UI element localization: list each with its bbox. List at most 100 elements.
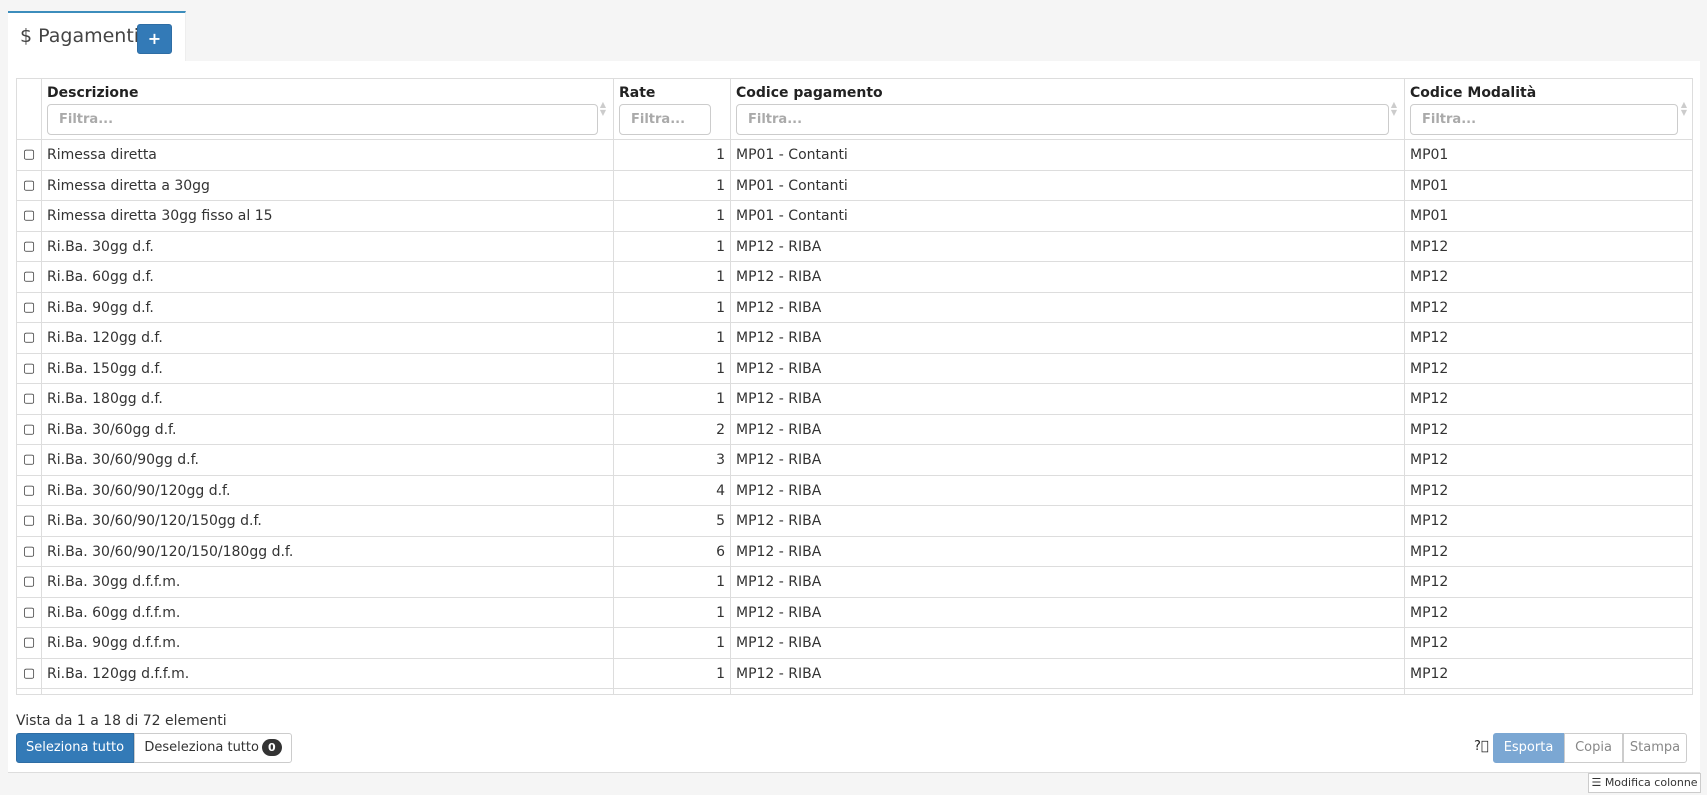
table-cell: MP01 (1410, 147, 1449, 163)
table-body: ▢ Rimessa diretta 1 MP01 - Contanti MP01 ▢ Rim… (17, 140, 1692, 694)
table-row[interactable]: ▢ Ri.Ba. 180gg d.f. 1 MP12 - RIBA MP12 (17, 384, 1692, 415)
table-cell: MP12 - RIBA (731, 567, 1405, 598)
table-row[interactable]: ▢ Ri.Ba. 30/60/90/120/150gg d.f. 5 MP12 - R… (17, 506, 1692, 537)
filter-rate-input[interactable] (619, 104, 711, 135)
table-cell: MP12 (1410, 543, 1449, 560)
table-cell: MP12 - RIBA (731, 231, 1405, 262)
table-cell: Ri.Ba. 60gg d.f. (42, 262, 614, 293)
table-cell: MP12 - RIBA (731, 536, 1405, 567)
table-row[interactable]: ▢ Rimessa diretta a 30gg 1 MP01 - Contanti M… (17, 170, 1692, 201)
sort-icon[interactable]: ▲ ▼ (1680, 100, 1687, 117)
table-row[interactable]: ▢ Ri.Ba. 30gg d.f.f.m. 1 MP12 - RIBA MP12 (17, 567, 1692, 598)
row-checkbox[interactable]: ▢ (17, 353, 42, 384)
table-cell: MP12 - RIBA (731, 323, 1405, 354)
add-button[interactable]: + (137, 24, 172, 54)
filter-codice-pagamento-input[interactable] (736, 104, 1389, 135)
table-row[interactable]: ▢ Ri.Ba. 90gg d.f. 1 MP12 - RIBA MP12 (17, 292, 1692, 323)
table-cell: MP12 (1410, 299, 1449, 316)
copy-button[interactable]: Copia (1564, 733, 1623, 763)
filter-descrizione-input[interactable] (47, 104, 598, 135)
deselect-all-label: Deseleziona tutto (144, 740, 259, 755)
table-cell: 4 (614, 475, 731, 506)
row-checkbox[interactable]: ▢ (17, 628, 42, 659)
table-row[interactable]: ▢ Ri.Ba. 30/60gg d.f. 2 MP12 - RIBA MP12 (17, 414, 1692, 445)
column-header-descrizione[interactable]: Descrizione ▲▼ (42, 79, 614, 139)
table-cell (614, 689, 731, 694)
payments-panel: $ Pagamenti + Descrizione ▲▼ Rate Codice… (8, 11, 1700, 773)
select-all-button[interactable]: Seleziona tutto (16, 733, 134, 763)
table-cell: MP01 - Contanti (731, 201, 1405, 232)
row-checkbox[interactable]: ▢ (17, 140, 42, 171)
row-checkbox[interactable]: ▢ (17, 506, 42, 537)
table-cell: MP12 (1410, 574, 1449, 590)
table-info: Vista da 1 a 18 di 72 elementi (16, 713, 227, 729)
table-row[interactable]: ▢ Ri.Ba. 120gg d.f.f.m. 1 MP12 - RIBA MP12 (17, 658, 1692, 689)
row-checkbox[interactable]: ▢ (17, 567, 42, 598)
table-cell (17, 689, 42, 694)
column-label: Descrizione (47, 85, 139, 101)
table-row[interactable]: ▢ Rimessa diretta 1 MP01 - Contanti MP01 (17, 140, 1692, 171)
column-header-codice-pagamento[interactable]: Codice pagamento ▲▼ (731, 79, 1405, 139)
table-cell: MP12 (1410, 421, 1449, 438)
table-row[interactable]: ▢ Ri.Ba. 150gg d.f. 1 MP12 - RIBA MP12 (17, 353, 1692, 384)
table-cell: Rimessa diretta a 30gg (42, 170, 614, 201)
table-cell: MP12 - RIBA (731, 628, 1405, 659)
table-cell (1405, 689, 1692, 694)
table-cell: MP12 - RIBA (731, 597, 1405, 628)
row-checkbox[interactable]: ▢ (17, 292, 42, 323)
row-checkbox[interactable]: ▢ (17, 231, 42, 262)
table-cell: 3 (614, 445, 731, 476)
row-checkbox[interactable]: ▢ (17, 658, 42, 689)
table-cell: MP12 (1410, 665, 1449, 682)
table-row[interactable]: ▢ Ri.Ba. 30/60/90gg d.f. 3 MP12 - RIBA MP12 (17, 445, 1692, 476)
table-cell (42, 689, 614, 694)
table-row[interactable]: ▢ Ri.Ba. 90gg d.f.f.m. 1 MP12 - RIBA MP12 (17, 628, 1692, 659)
table-cell: Ri.Ba. 90gg d.f. (42, 292, 614, 323)
table-row[interactable]: ▢ Ri.Ba. 30gg d.f. 1 MP12 - RIBA MP12 (17, 231, 1692, 262)
table-cell: MP12 - RIBA (731, 262, 1405, 293)
table-row[interactable]: ▢ Ri.Ba. 30/60/90/120gg d.f. 4 MP12 - RIBA M… (17, 475, 1692, 506)
table-cell: MP12 - RIBA (731, 384, 1405, 415)
table-cell: MP12 - RIBA (731, 353, 1405, 384)
table-cell: MP12 (1410, 482, 1449, 499)
row-checkbox[interactable]: ▢ (17, 445, 42, 476)
table-cell: 1 (614, 292, 731, 323)
row-checkbox[interactable]: ▢ (17, 597, 42, 628)
table-cell: 1 (614, 170, 731, 201)
table-row[interactable]: ▢ Ri.Ba. 60gg d.f.f.m. 1 MP12 - RIBA MP12 (17, 597, 1692, 628)
tab-pagamenti[interactable]: $ Pagamenti + (8, 11, 186, 61)
row-checkbox[interactable]: ▢ (17, 201, 42, 232)
table-cell: MP01 (1410, 177, 1449, 194)
filter-codice-modalita-input[interactable] (1410, 104, 1678, 135)
table-cell: MP01 - Contanti (731, 170, 1405, 201)
row-checkbox[interactable]: ▢ (17, 536, 42, 567)
table-cell: Ri.Ba. 30gg d.f.f.m. (42, 567, 614, 598)
page-title-text: Pagamenti (38, 25, 140, 47)
column-header-codice-modalita[interactable]: Codice Modalità ▲▼ (1405, 79, 1692, 139)
row-checkbox[interactable]: ▢ (17, 384, 42, 415)
sort-icon[interactable]: ▲ ▼ (599, 100, 606, 117)
export-button[interactable]: Esporta (1493, 733, 1564, 763)
table-row[interactable]: ▢ Ri.Ba. 120gg d.f. 1 MP12 - RIBA MP12 (17, 323, 1692, 354)
print-button[interactable]: Stampa (1623, 733, 1687, 763)
table-row[interactable]: ▢ Ri.Ba. 60gg d.f. 1 MP12 - RIBA MP12 (17, 262, 1692, 293)
edit-columns-button[interactable]: ☰ Modifica colonne (1588, 773, 1701, 793)
table-cell: Ri.Ba. 120gg d.f. (42, 323, 614, 354)
row-checkbox[interactable]: ▢ (17, 262, 42, 293)
table-row[interactable]: ▢ Ri.Ba. 30/60/90/120/150/180gg d.f. 6 MP12… (17, 536, 1692, 567)
sort-icon[interactable]: ▲ ▼ (1390, 100, 1397, 117)
table-row[interactable]: ▢ Rimessa diretta 30gg fisso al 15 1 MP01 -… (17, 201, 1692, 232)
table-header: Descrizione ▲▼ Rate Codice pagamento ▲▼ … (17, 79, 1692, 140)
row-checkbox[interactable]: ▢ (17, 170, 42, 201)
deselect-all-button[interactable]: Deseleziona tutto 0 (134, 733, 292, 763)
table-cell: MP01 (1410, 208, 1449, 224)
row-checkbox[interactable]: ▢ (17, 414, 42, 445)
row-checkbox[interactable]: ▢ (17, 323, 42, 354)
table-cell: MP12 - RIBA (731, 658, 1405, 689)
table-cell: Ri.Ba. 180gg d.f. (42, 384, 614, 415)
table-cell: MP12 - RIBA (731, 445, 1405, 476)
row-checkbox[interactable]: ▢ (17, 475, 42, 506)
table-cell: MP12 (1410, 269, 1449, 285)
help-icon[interactable]: ?⃝ (1474, 739, 1489, 754)
column-header-rate[interactable]: Rate (614, 79, 731, 139)
